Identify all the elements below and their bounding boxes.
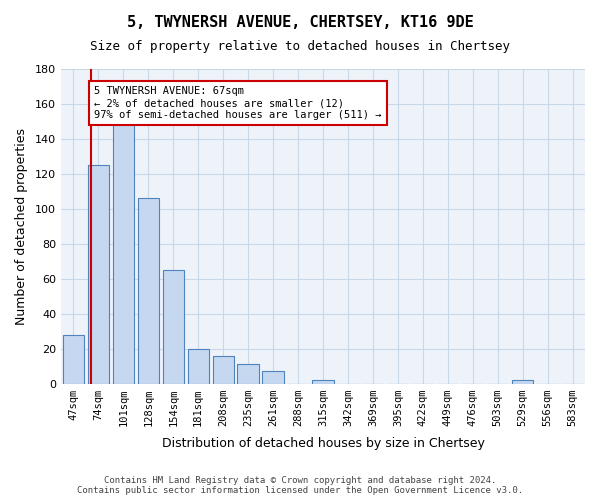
- Bar: [137, 198, 159, 384]
- Bar: [512, 380, 533, 384]
- Text: 5 TWYNERSH AVENUE: 67sqm
← 2% of detached houses are smaller (12)
97% of semi-de: 5 TWYNERSH AVENUE: 67sqm ← 2% of detache…: [94, 86, 382, 120]
- Bar: [238, 364, 259, 384]
- Bar: [212, 356, 234, 384]
- Bar: [113, 122, 134, 384]
- Text: Contains HM Land Registry data © Crown copyright and database right 2024.
Contai: Contains HM Land Registry data © Crown c…: [77, 476, 523, 495]
- X-axis label: Distribution of detached houses by size in Chertsey: Distribution of detached houses by size …: [161, 437, 484, 450]
- Bar: [313, 380, 334, 384]
- Bar: [63, 334, 84, 384]
- Y-axis label: Number of detached properties: Number of detached properties: [15, 128, 28, 325]
- Bar: [88, 165, 109, 384]
- Bar: [262, 372, 284, 384]
- Text: 5, TWYNERSH AVENUE, CHERTSEY, KT16 9DE: 5, TWYNERSH AVENUE, CHERTSEY, KT16 9DE: [127, 15, 473, 30]
- Bar: [188, 348, 209, 384]
- Text: Size of property relative to detached houses in Chertsey: Size of property relative to detached ho…: [90, 40, 510, 53]
- Bar: [163, 270, 184, 384]
